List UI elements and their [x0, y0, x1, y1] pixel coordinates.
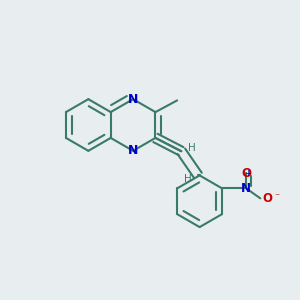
Text: O: O	[263, 192, 273, 205]
Text: H: H	[188, 143, 196, 153]
Text: H: H	[184, 174, 191, 184]
Text: N: N	[128, 144, 138, 157]
Text: N: N	[128, 93, 138, 106]
Text: N: N	[241, 182, 251, 195]
Text: O: O	[241, 167, 251, 180]
Text: +: +	[244, 169, 251, 178]
Text: ⁻: ⁻	[274, 193, 280, 202]
